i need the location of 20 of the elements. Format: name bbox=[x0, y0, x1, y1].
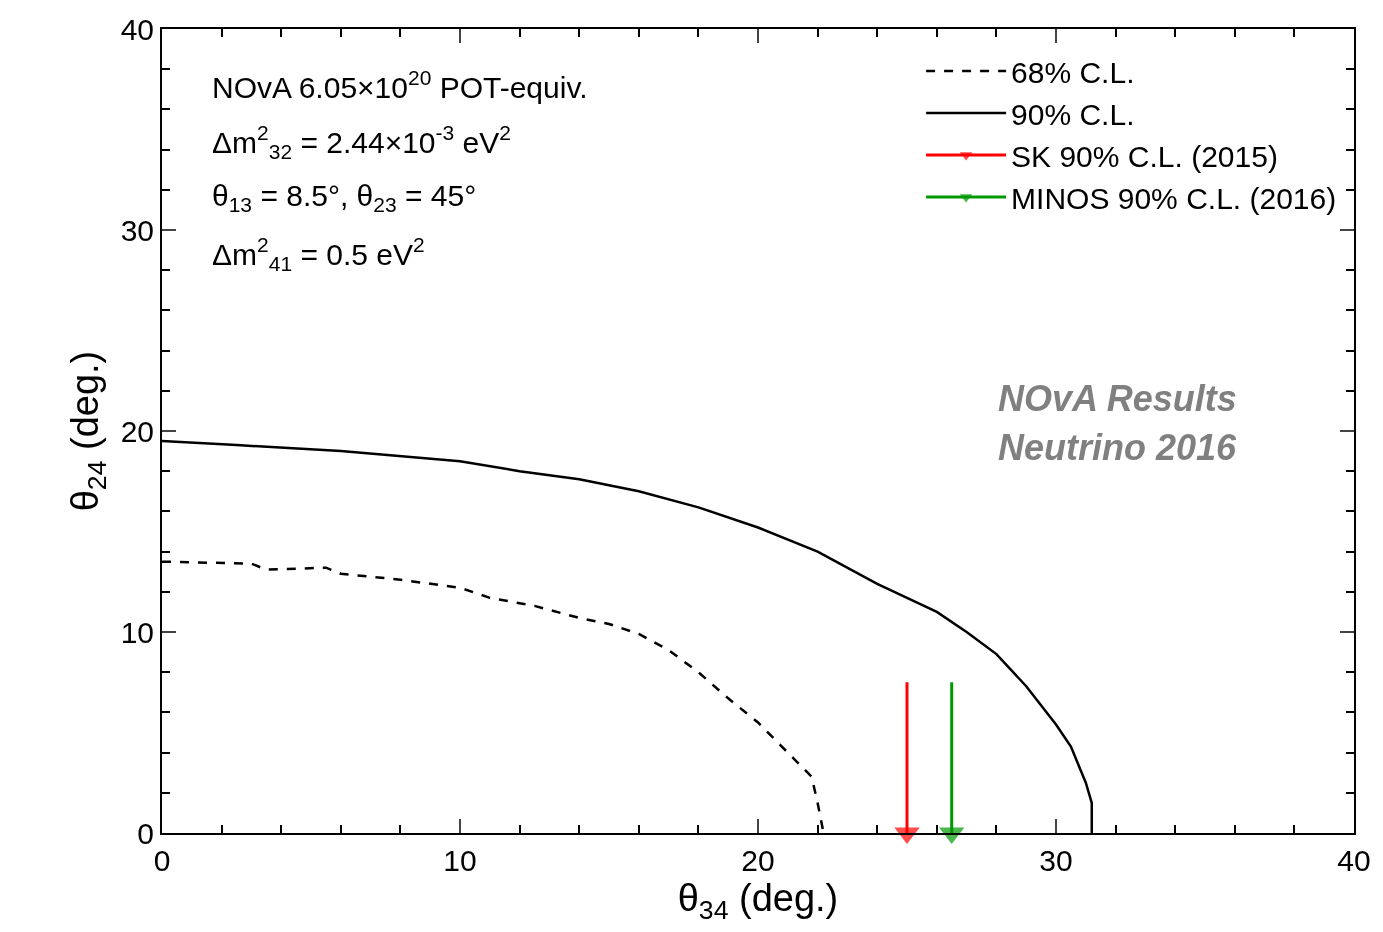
legend-label: SK 90% C.L. (2015) bbox=[1011, 139, 1278, 173]
annotation: NOvA 6.05×10$^{20}$ POT-equiv. bbox=[212, 66, 588, 104]
annotation: Δm$^{2}$$_{32}$ = 2.44×10$^{-3}$ eV$^{2}$ bbox=[212, 121, 511, 163]
y-tick-label: 0 bbox=[137, 816, 154, 850]
annotation: NOvA Results bbox=[998, 378, 1237, 419]
annotation: Neutrino 2016 bbox=[998, 427, 1238, 468]
y-tick-label: 40 bbox=[120, 12, 154, 46]
x-tick-label: 30 bbox=[1039, 844, 1073, 877]
annotation: Δm$^{2}$$_{41}$ = 0.5 eV$^{2}$ bbox=[212, 233, 425, 275]
legend-label: 90% C.L. bbox=[1011, 97, 1135, 131]
legend-label: 68% C.L. bbox=[1011, 55, 1135, 89]
legend-label: MINOS 90% C.L. (2016) bbox=[1011, 181, 1337, 215]
x-tick-label: 40 bbox=[1337, 844, 1371, 877]
x-tick-label: 20 bbox=[741, 844, 775, 877]
y-tick-label: 10 bbox=[120, 615, 154, 649]
y-tick-label: 20 bbox=[120, 414, 154, 448]
annotation: θ$_{13}$ = 8.5°, θ$_{23}$ = 45° bbox=[212, 179, 477, 217]
x-tick-label: 10 bbox=[443, 844, 477, 877]
y-tick-label: 30 bbox=[120, 213, 154, 247]
x-axis-title: θ$_{34}$ (deg.) bbox=[677, 877, 839, 925]
